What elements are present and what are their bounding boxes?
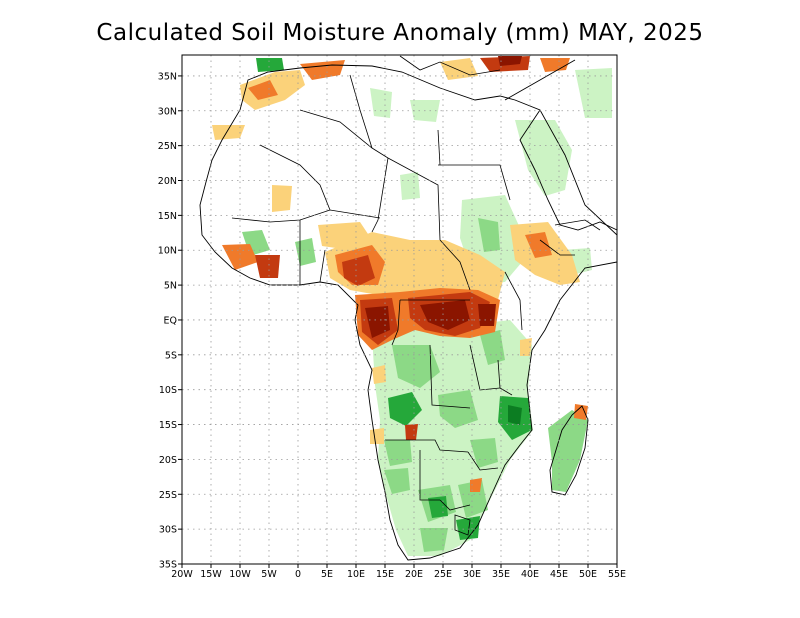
lat-tick-label: 30S — [159, 525, 177, 536]
lon-tick-label: 0 — [295, 569, 301, 580]
lon-tick-label: 20E — [405, 569, 423, 580]
lon-tick-label: 10W — [229, 569, 251, 580]
axis-ticks: 35N 30N 25N 20N 15N 10N 5N EQ 5S 10S 15S 20S 25S 30S 3… — [158, 71, 626, 580]
lon-tick-label: 25E — [434, 569, 452, 580]
graticule — [182, 55, 617, 564]
lat-tick-label: 15N — [158, 211, 177, 222]
lon-tick-label: 20W — [171, 569, 193, 580]
lon-tick-label: 35E — [492, 569, 510, 580]
lon-tick-label: 45E — [550, 569, 568, 580]
map-frame — [181, 54, 618, 565]
lat-tick-label: 25S — [159, 490, 177, 501]
lat-tick-label: 5S — [165, 350, 177, 361]
lat-tick-label: 25N — [158, 141, 177, 152]
lat-tick-label: 35S — [159, 560, 177, 571]
lon-tick-label: 40E — [521, 569, 539, 580]
lat-tick-label: 10S — [159, 385, 177, 396]
lat-tick-label: 30N — [158, 106, 177, 117]
lat-tick-label: 35N — [158, 71, 177, 82]
lon-tick-label: 50E — [579, 569, 597, 580]
lat-tick-label: 5N — [164, 281, 177, 292]
lon-tick-label: 15E — [376, 569, 394, 580]
lat-tick-label: 15S — [159, 420, 177, 431]
map-content — [182, 55, 617, 564]
africa-coastline — [199, 64, 617, 561]
country-borders — [231, 74, 601, 536]
lon-tick-label: 5E — [321, 569, 333, 580]
lat-tick-label: 20S — [159, 455, 177, 466]
lon-tick-label: 15W — [200, 569, 222, 580]
lat-tick-label: 10N — [158, 246, 177, 257]
arabia-coastline — [504, 59, 617, 231]
lat-tick-label: EQ — [164, 315, 177, 326]
lon-tick-label: 5W — [261, 569, 277, 580]
lon-tick-label: 30E — [463, 569, 481, 580]
madagascar-coastline — [549, 405, 589, 496]
mediterranean-coastline — [399, 55, 501, 76]
dry-anomaly-regions — [212, 56, 588, 492]
lat-tick-label: 20N — [158, 176, 177, 187]
map-title: Calculated Soil Moisture Anomaly (mm) MA… — [96, 20, 704, 46]
lon-tick-label: 10E — [347, 569, 365, 580]
lon-tick-label: 55E — [608, 569, 626, 580]
